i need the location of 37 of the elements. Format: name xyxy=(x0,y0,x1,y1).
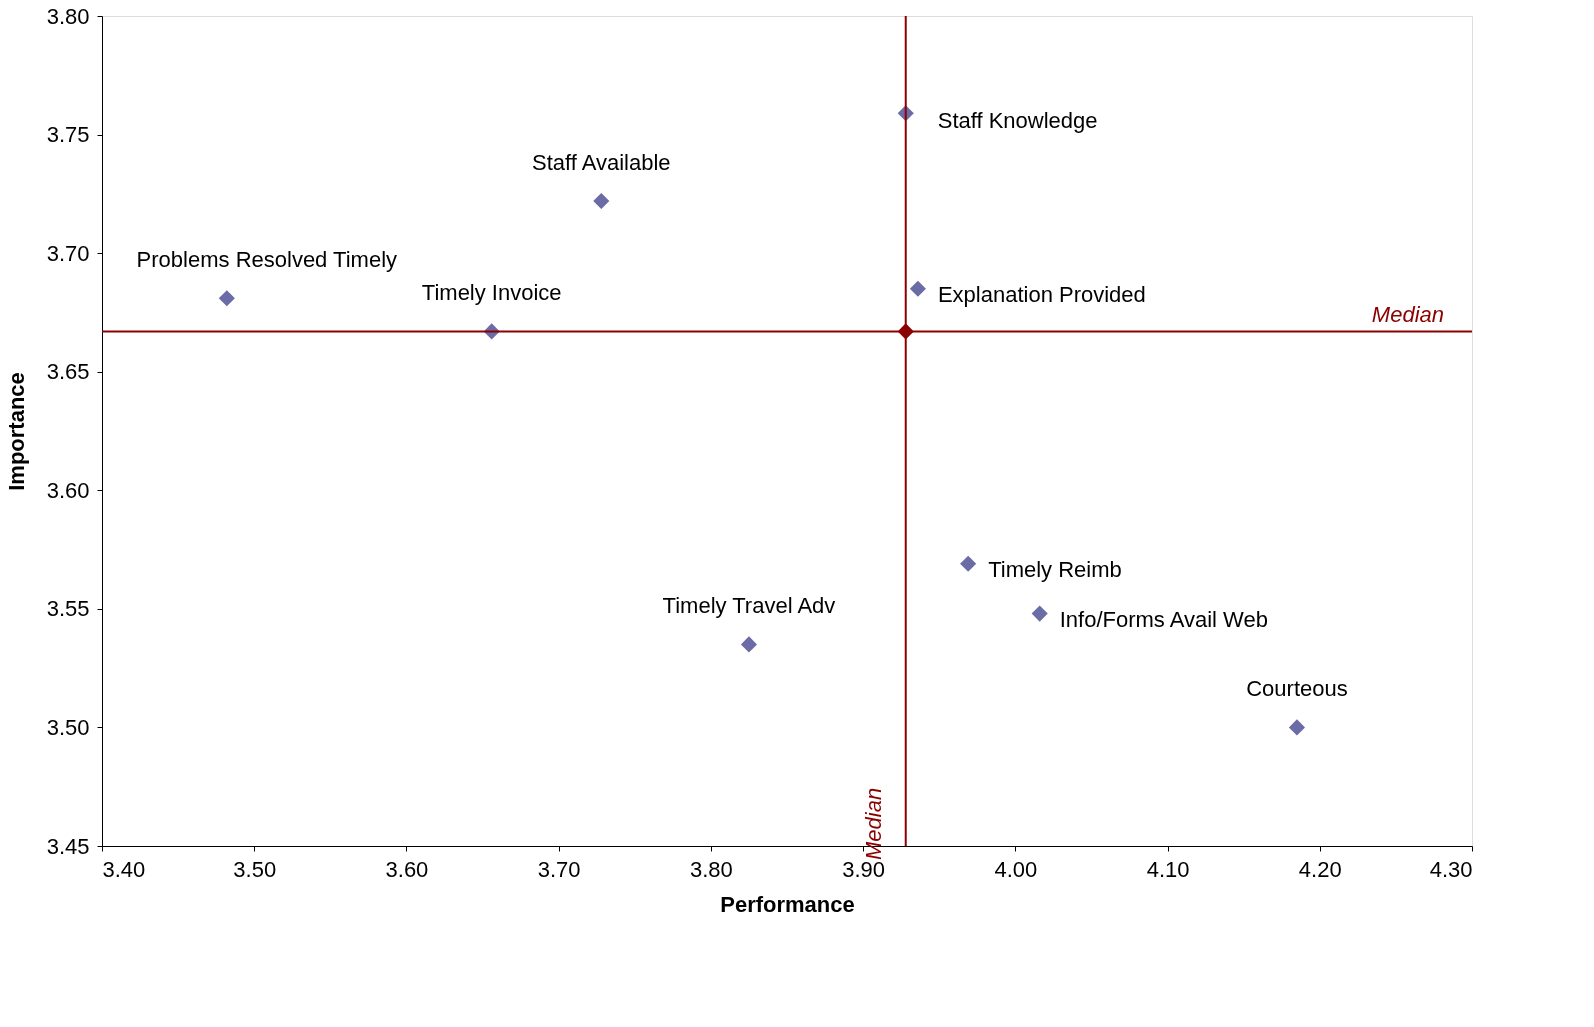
y-axis-title: Importance xyxy=(3,372,29,491)
x-tick-label: 4.20 xyxy=(1298,856,1342,882)
ref-line-label: Median xyxy=(1371,302,1444,328)
x-tick-label: 3.80 xyxy=(689,856,733,882)
y-tick-label: 3.50 xyxy=(46,714,90,740)
annotation: Info/Forms Avail Web xyxy=(1059,606,1268,632)
x-tick-label: 3.60 xyxy=(385,856,429,882)
annotation: Explanation Provided xyxy=(937,281,1146,307)
y-tick-label: 3.45 xyxy=(46,833,90,859)
x-tick-label: 4.30 xyxy=(1429,856,1473,882)
y-tick-label: 3.80 xyxy=(46,3,90,29)
x-tick-label: 4.10 xyxy=(1146,856,1190,882)
annotation: Timely Travel Adv xyxy=(662,593,836,619)
point xyxy=(740,636,758,653)
y-tick-label: 3.75 xyxy=(46,122,90,148)
point xyxy=(960,555,977,572)
annotation: Timely Reimb xyxy=(988,556,1122,582)
annotation: Timely Invoice xyxy=(421,280,562,306)
point xyxy=(593,192,610,210)
point xyxy=(218,290,235,307)
annotation: Courteous xyxy=(1246,676,1348,702)
annotation: Problems Resolved Timely xyxy=(136,247,398,273)
x-tick-label: 3.50 xyxy=(233,856,277,882)
point xyxy=(1031,605,1048,622)
annotation: Staff Knowledge xyxy=(937,108,1098,134)
y-tick-label: 3.60 xyxy=(46,477,90,503)
y-tick-label: 3.65 xyxy=(46,359,90,385)
x-axis-title: Performance xyxy=(720,891,855,917)
y-tick-label: 3.55 xyxy=(46,596,90,622)
annotation: Staff Available xyxy=(531,149,671,175)
x-tick-label: 4.00 xyxy=(994,856,1038,882)
y-tick-label: 3.70 xyxy=(46,240,90,266)
x-tick-label: 3.40 xyxy=(102,856,146,882)
point xyxy=(897,323,914,340)
x-tick-label: 3.70 xyxy=(537,856,581,882)
point xyxy=(1288,719,1306,736)
point xyxy=(909,280,926,297)
